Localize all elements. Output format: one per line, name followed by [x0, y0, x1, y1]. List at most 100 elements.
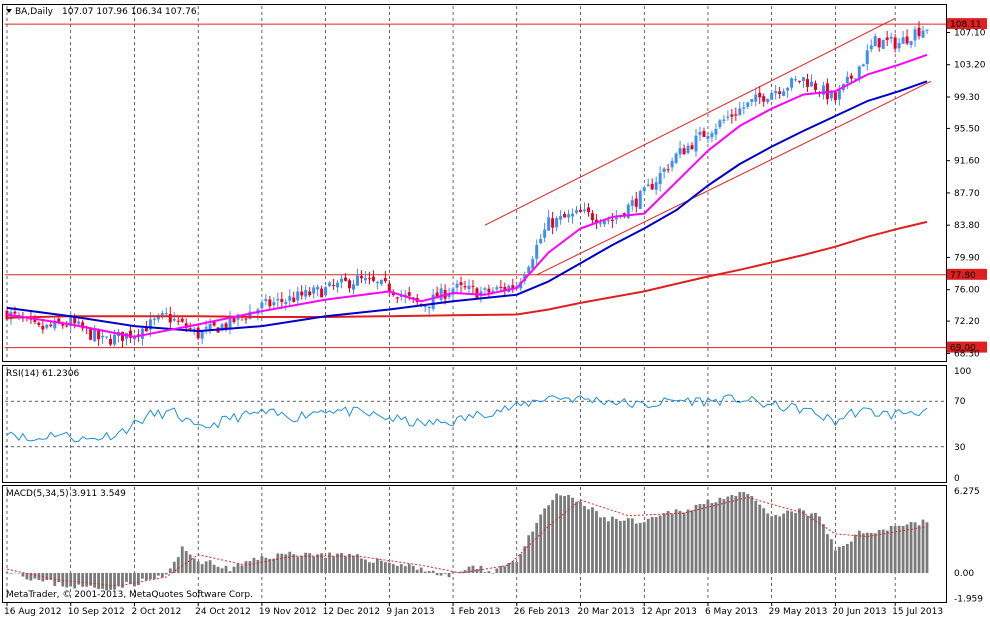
- macd-bar: [666, 511, 670, 573]
- axis-labels: 16 Aug 2012 10 Sep 2012 2 Oct 2012 24 Oct 2…: [4, 28, 986, 617]
- macd-bar: [463, 570, 467, 573]
- macd-bar: [200, 564, 204, 573]
- candle-body: [630, 200, 634, 206]
- macd-bar: [873, 533, 877, 573]
- ma-mid-line: [6, 80, 928, 333]
- candle-body: [511, 285, 515, 288]
- candle-body: [49, 324, 53, 327]
- candle-body: [168, 313, 172, 323]
- candle-body: [455, 283, 459, 288]
- macd-bar: [89, 572, 93, 586]
- macd-bar: [180, 546, 184, 573]
- macd-bar: [642, 522, 646, 573]
- macd-bar: [141, 572, 144, 579]
- chevron-down-icon[interactable]: [6, 9, 12, 13]
- candle-body: [375, 282, 379, 284]
- macd-bar: [148, 572, 152, 580]
- macd-bar: [372, 562, 375, 573]
- macd-bar: [391, 564, 395, 573]
- macd-bar: [861, 533, 865, 573]
- candle-body: [312, 287, 316, 294]
- macd-bar: [618, 521, 622, 573]
- candle-body: [853, 78, 857, 80]
- ma-fast-line: [6, 53, 928, 338]
- candle-body: [69, 317, 73, 327]
- macd-bar: [244, 561, 248, 573]
- macd-bar: [387, 562, 391, 573]
- candle-body: [292, 297, 296, 302]
- price-level-badge: [947, 268, 987, 280]
- rsi-tick-label: 100: [954, 367, 971, 377]
- macd-bar: [583, 505, 586, 573]
- y-tick-label: 103.20: [954, 61, 986, 71]
- macd-bar: [690, 510, 694, 573]
- macd-bar: [901, 526, 905, 573]
- candle-body: [204, 327, 208, 329]
- macd-bar: [865, 532, 869, 573]
- macd-bar: [25, 572, 29, 580]
- candle-body: [176, 320, 180, 322]
- candle-body: [224, 323, 228, 329]
- candle-body: [471, 285, 475, 287]
- ohlc-label: 107.07 107.96 106.34 107.76: [62, 7, 197, 17]
- macd-title: MACD(5,34,5) 3.911 3.549: [6, 489, 126, 499]
- candle-body: [750, 99, 754, 102]
- macd-bar: [917, 525, 921, 573]
- y-tick-label: 95.50: [954, 124, 980, 134]
- rsi-title: RSI(14) 61.2306: [6, 369, 79, 379]
- candle-body: [332, 284, 336, 286]
- macd-bar: [375, 558, 379, 573]
- candle-body: [682, 148, 686, 155]
- candle-body: [308, 291, 312, 296]
- candle-body: [435, 292, 439, 299]
- candle-body: [662, 168, 666, 172]
- candle-body: [284, 301, 288, 304]
- macd-bar: [451, 572, 455, 573]
- rsi-series: [5, 394, 946, 448]
- macd-bar: [563, 496, 566, 573]
- candle-body: [702, 131, 706, 137]
- macd-bar: [144, 572, 148, 581]
- candle-body: [260, 302, 264, 309]
- rsi-tick-label: 0: [954, 474, 960, 484]
- candle-body: [371, 276, 375, 281]
- macd-bar: [379, 560, 383, 573]
- candle-body: [196, 327, 200, 339]
- macd-signal-line: [6, 496, 928, 587]
- macd-bar: [288, 551, 292, 573]
- candle-body: [738, 108, 742, 115]
- rsi-tick-label: 70: [954, 397, 966, 407]
- macd-bar: [204, 561, 208, 573]
- candle-body: [304, 289, 308, 297]
- candle-body: [901, 37, 905, 44]
- candle-body: [387, 283, 391, 293]
- macd-bar: [81, 572, 85, 587]
- macd-bar: [17, 572, 21, 574]
- macd-bar: [447, 572, 451, 578]
- macd-bar: [543, 508, 547, 573]
- candle-body: [160, 313, 164, 315]
- candle-body: [128, 330, 132, 338]
- candle-body: [65, 325, 69, 327]
- macd-bar: [654, 517, 658, 573]
- y-tick-label: 107.10: [954, 28, 986, 38]
- macd-bar: [853, 534, 857, 573]
- candle-body: [348, 280, 352, 289]
- candle-body: [606, 220, 610, 222]
- candle-body: [53, 320, 57, 329]
- macd-pane: [2, 485, 947, 603]
- candle-body: [451, 288, 455, 295]
- candle-body: [722, 119, 726, 121]
- macd-bar: [471, 565, 475, 573]
- y-tick-label: 87.70: [954, 189, 980, 199]
- candle-body: [180, 318, 184, 322]
- macd-bar: [240, 565, 244, 573]
- macd-bar: [152, 572, 156, 580]
- macd-bar: [320, 553, 324, 573]
- macd-bar: [539, 514, 543, 573]
- candle-body: [610, 219, 614, 222]
- macd-bar: [678, 510, 682, 573]
- candle-body: [503, 286, 507, 291]
- macd-bar: [746, 493, 750, 573]
- macd-bar: [344, 556, 347, 573]
